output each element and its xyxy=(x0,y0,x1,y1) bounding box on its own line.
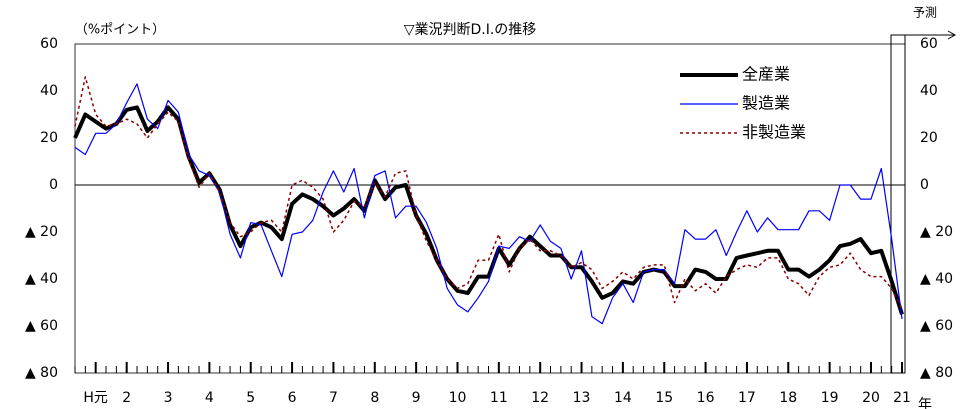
y-tick-label: ▲ 40 xyxy=(25,271,58,287)
y-tick-label: 0 xyxy=(49,177,58,193)
y-tick-label: 40 xyxy=(40,83,58,99)
y2-tick-label: ▲ 60 xyxy=(920,318,953,334)
forecast-label: 予測 xyxy=(913,6,937,20)
legend-label: 全産業 xyxy=(742,65,790,84)
y-tick-label: ▲ 80 xyxy=(25,365,58,381)
y2-tick-label: ▲ 80 xyxy=(920,365,953,381)
x-unit: 年 xyxy=(918,397,932,409)
x-tick-label: 4 xyxy=(205,390,214,406)
y2-tick-label: 60 xyxy=(920,36,938,52)
y-tick-label: ▲ 60 xyxy=(25,318,58,334)
x-tick-label: 11 xyxy=(490,390,508,406)
x-tick-label: 20 xyxy=(862,390,880,406)
y2-tick-label: 20 xyxy=(920,130,938,146)
x-tick-label: 12 xyxy=(531,390,549,406)
x-tick-label: H元 xyxy=(83,390,108,406)
legend-label: 製造業 xyxy=(742,94,790,113)
x-tick-label: 9 xyxy=(412,390,421,406)
x-tick-label: 21 xyxy=(893,390,911,406)
y2-tick-label: 0 xyxy=(920,177,929,193)
y-tick-label: ▲ 20 xyxy=(25,224,58,240)
series-line xyxy=(74,76,903,310)
x-tick-label: 2 xyxy=(122,390,131,406)
x-tick-label: 17 xyxy=(738,390,756,406)
y-axis-label: （%ポイント） xyxy=(75,23,165,38)
x-tick-label: 13 xyxy=(573,390,591,406)
x-tick-label: 10 xyxy=(449,390,467,406)
x-tick-label: 5 xyxy=(246,390,255,406)
y-tick-label: 60 xyxy=(40,36,58,52)
series-line xyxy=(74,83,903,325)
x-tick-label: 6 xyxy=(288,390,297,406)
legend-label: 非製造業 xyxy=(742,123,806,142)
y-tick-label: 20 xyxy=(40,130,58,146)
y2-tick-label: 40 xyxy=(920,83,938,99)
x-tick-label: 7 xyxy=(329,390,338,406)
y2-tick-label: ▲ 40 xyxy=(920,271,953,287)
x-tick-label: 14 xyxy=(614,390,632,406)
x-tick-label: 16 xyxy=(697,390,715,406)
x-tick-label: 8 xyxy=(370,390,379,406)
y2-tick-label: ▲ 20 xyxy=(920,224,953,240)
x-tick-label: 15 xyxy=(655,390,673,406)
chart-title: ▽業況判断D.I.の推移 xyxy=(404,22,537,38)
forecast-box xyxy=(890,34,906,374)
x-tick-label: 18 xyxy=(779,390,797,406)
x-tick-label: 19 xyxy=(821,390,839,406)
x-tick-label: 3 xyxy=(164,390,173,406)
